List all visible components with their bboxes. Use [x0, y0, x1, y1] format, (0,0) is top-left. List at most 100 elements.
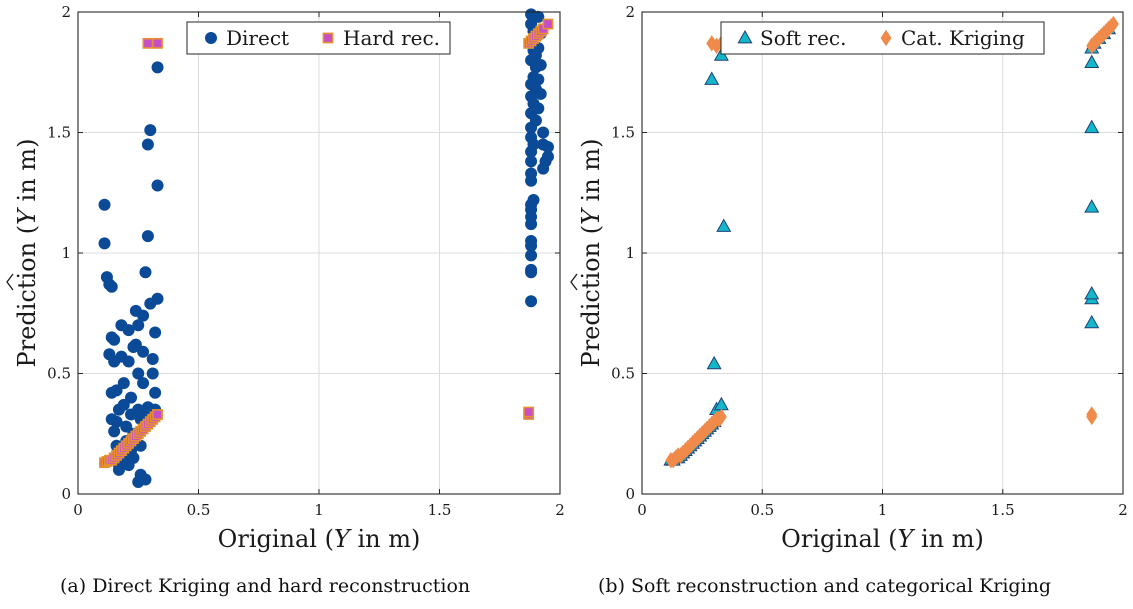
data-point	[122, 459, 135, 472]
data-point	[532, 73, 545, 86]
data-point	[122, 355, 135, 368]
data-point	[706, 355, 722, 370]
data-point	[525, 155, 538, 168]
x-axis-label: Original (Y in m)	[781, 525, 984, 553]
data-point	[525, 218, 538, 231]
data-point	[137, 345, 150, 358]
data-point	[142, 37, 154, 49]
legend-label: Soft rec.	[760, 26, 847, 50]
y-tick-label: 0	[61, 485, 71, 503]
y-tick-label: 1.5	[47, 124, 71, 142]
data-point	[537, 162, 550, 175]
data-point	[1084, 199, 1100, 213]
y-tick-label: 0.5	[47, 365, 71, 383]
data-point	[146, 367, 159, 380]
y-tick-label: 2	[625, 3, 635, 21]
data-point	[151, 179, 164, 192]
x-tick-label: 1.5	[428, 501, 452, 519]
y-tick-label: 1	[625, 244, 635, 262]
legend: Soft rec. Cat. Kriging	[720, 21, 1045, 55]
data-point	[704, 71, 720, 85]
data-point	[141, 230, 154, 243]
data-point	[525, 266, 538, 279]
data-point	[132, 319, 145, 332]
y-tick-label: 0.5	[611, 365, 635, 383]
series-circle	[98, 8, 554, 488]
data-point	[152, 37, 163, 49]
data-point	[149, 326, 162, 339]
data-point	[532, 102, 545, 115]
data-point	[525, 295, 538, 308]
data-point	[1084, 54, 1100, 69]
data-point	[525, 174, 538, 187]
legend-marker	[322, 32, 334, 44]
y-tick-label: 2	[61, 3, 71, 21]
legend: Direct Hard rec.	[186, 21, 451, 55]
data-point	[1086, 406, 1098, 423]
data-point	[542, 18, 554, 30]
x-tick-label: 0	[637, 501, 647, 519]
data-point	[525, 249, 538, 262]
data-point	[112, 463, 125, 476]
data-point	[122, 324, 135, 337]
data-point	[537, 126, 550, 139]
legend-label: Hard rec.	[343, 26, 440, 50]
data-point	[127, 340, 140, 353]
y-axis-label: Prediction (Y in m)	[570, 139, 605, 368]
caption-a: (a) Direct Kriging and hard reconstructi…	[60, 575, 471, 597]
data-point	[529, 49, 542, 62]
x-tick-label: 0.5	[750, 501, 774, 519]
series-square	[99, 18, 554, 469]
data-point	[137, 377, 150, 390]
data-point	[139, 266, 152, 279]
x-tick-label: 0	[73, 501, 83, 519]
data-point	[120, 420, 133, 433]
data-point	[105, 386, 118, 399]
legend-marker	[204, 32, 217, 45]
data-point	[1084, 119, 1100, 134]
y-axis-label-text: Prediction (Y in m)	[577, 139, 605, 368]
x-tick-label: 1.5	[991, 501, 1015, 519]
data-point	[523, 406, 535, 418]
data-point	[117, 377, 130, 390]
x-tick-label: 2	[1118, 501, 1128, 519]
data-point	[151, 61, 164, 74]
data-point	[132, 367, 145, 380]
caption-b: (b) Soft reconstruction and categorical …	[598, 575, 1052, 597]
hat-accent	[570, 273, 578, 291]
legend-box	[186, 21, 451, 55]
x-tick-label: 2	[555, 501, 565, 519]
data-point	[541, 150, 554, 163]
y-tick-label: 0	[625, 485, 635, 503]
data-point	[1107, 15, 1119, 33]
data-point	[98, 198, 111, 211]
data-point	[1084, 314, 1100, 329]
legend-label: Cat. Kriging	[901, 26, 1025, 50]
data-point	[534, 87, 547, 100]
data-point	[112, 403, 125, 416]
chart-panel-a: 0 0.5 1 1.5 2 0 0.5 1 1.5 2 Original (Y in m) Predi…	[6, 3, 565, 553]
x-tick-label: 1	[878, 501, 888, 519]
data-point	[108, 333, 121, 346]
data-point	[151, 292, 164, 305]
data-point	[534, 59, 547, 72]
data-point	[532, 10, 545, 23]
data-point	[139, 473, 152, 486]
data-point	[137, 309, 150, 322]
x-tick-label: 0.5	[187, 501, 211, 519]
legend-marker	[737, 29, 753, 44]
data-point	[146, 353, 159, 366]
series-diamond	[665, 15, 1119, 469]
series-triangle	[663, 20, 1117, 466]
data-point	[716, 218, 732, 232]
data-point	[1084, 285, 1100, 300]
data-point	[98, 237, 111, 250]
data-point	[108, 425, 121, 438]
data-point	[152, 409, 163, 420]
y-tick-label: 1.5	[611, 124, 635, 142]
data-point	[149, 386, 162, 399]
x-tick-label: 1	[314, 501, 324, 519]
legend-marker	[880, 29, 892, 47]
data-point	[141, 138, 154, 151]
